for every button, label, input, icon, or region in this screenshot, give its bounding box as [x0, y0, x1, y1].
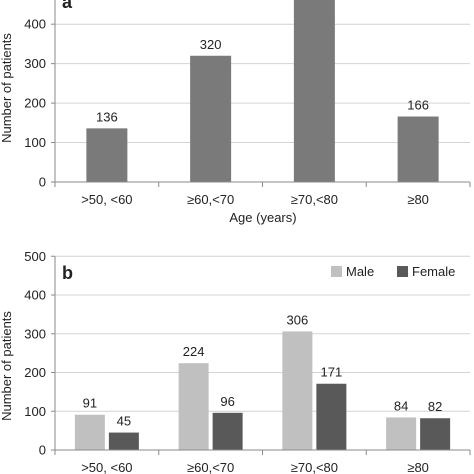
panel-a-axes	[51, 0, 471, 187]
b-x-tick-label: ≥70,<80	[291, 460, 338, 474]
panel-b-bars	[74, 331, 451, 450]
panel-b-gridlines	[55, 255, 470, 412]
panel-a-label: a	[62, 0, 73, 12]
panel-a-data-labels: 136 320 166	[96, 37, 429, 125]
b-data-label: 84	[394, 398, 408, 413]
a-data-label: 320	[200, 37, 222, 52]
a-x-tick-label: ≥70,<80	[291, 192, 338, 207]
b-data-label: 171	[321, 365, 343, 380]
panel-a-y-axis-label: Number of patients	[0, 33, 14, 143]
b-y-tick-label: 500	[24, 249, 46, 264]
legend-swatch-female	[397, 266, 408, 277]
b-bar-female	[212, 412, 243, 450]
legend-label-female: Female	[412, 264, 455, 279]
panel-b-legend: Male Female	[331, 264, 455, 279]
b-y-tick-label: 300	[24, 326, 46, 341]
panel-b-y-tick-labels: 0 100 200 300 400 500	[24, 249, 46, 458]
panel-b-label: b	[62, 263, 73, 283]
a-bar-count	[86, 128, 128, 182]
a-y-tick-label: 200	[24, 96, 46, 111]
a-bar-count	[397, 116, 439, 182]
b-x-tick-label: ≥60,<70	[187, 460, 234, 474]
b-data-label: 91	[83, 396, 97, 411]
b-y-tick-label: 0	[39, 443, 46, 458]
panel-a-x-tick-labels: >50, <60 ≥60,<70 ≥70,<80 ≥80	[81, 192, 429, 207]
a-x-tick-label: >50, <60	[81, 192, 132, 207]
a-y-tick-label: 300	[24, 56, 46, 71]
b-bar-female	[108, 432, 139, 450]
a-x-tick-label: ≥60,<70	[187, 192, 234, 207]
b-bar-female	[420, 418, 451, 450]
b-x-tick-label: ≥80	[407, 460, 429, 474]
legend-swatch-male	[331, 266, 342, 277]
a-y-tick-label: 100	[24, 135, 46, 150]
panel-a-x-axis-label: Age (years)	[229, 210, 296, 225]
b-y-tick-label: 200	[24, 365, 46, 380]
panel-a-chart: 136 320 166 0 100 200 300 400 >50, <60 ≥60,<70 ≥…	[0, 0, 471, 225]
a-bar-count	[190, 55, 232, 183]
b-bar-male	[74, 414, 105, 450]
b-x-tick-label: >50, <60	[81, 460, 132, 474]
b-bar-female	[316, 383, 347, 450]
a-data-label: 136	[96, 109, 118, 124]
panel-b-data-labels: 91 224 306 84 45 96 171 82	[83, 312, 443, 428]
panel-a-bars	[86, 0, 439, 183]
b-y-tick-label: 400	[24, 288, 46, 303]
a-y-tick-label: 0	[39, 175, 46, 190]
a-bar-count	[293, 0, 335, 182]
b-data-label: 96	[220, 394, 234, 409]
b-data-label: 45	[117, 414, 131, 429]
legend-label-male: Male	[346, 264, 374, 279]
b-bar-male	[178, 363, 209, 450]
b-bar-male	[282, 331, 313, 450]
panel-b-y-axis-label: Number of patients	[0, 311, 14, 421]
b-data-label: 82	[428, 399, 442, 414]
b-data-label: 224	[183, 344, 205, 359]
panel-b-chart: 91 224 306 84 45 96 171 82 0 100 200 300 400 500 >50…	[0, 249, 471, 474]
a-y-tick-label: 400	[24, 17, 46, 32]
a-data-label: 166	[407, 98, 429, 113]
a-x-tick-label: ≥80	[407, 192, 429, 207]
b-y-tick-label: 100	[24, 404, 46, 419]
panel-a-y-tick-labels: 0 100 200 300 400	[24, 17, 46, 190]
b-data-label: 306	[287, 312, 309, 327]
panel-b-axes	[51, 255, 471, 455]
panel-b-x-tick-labels: >50, <60 ≥60,<70 ≥70,<80 ≥80	[81, 460, 429, 474]
b-bar-male	[386, 417, 417, 450]
